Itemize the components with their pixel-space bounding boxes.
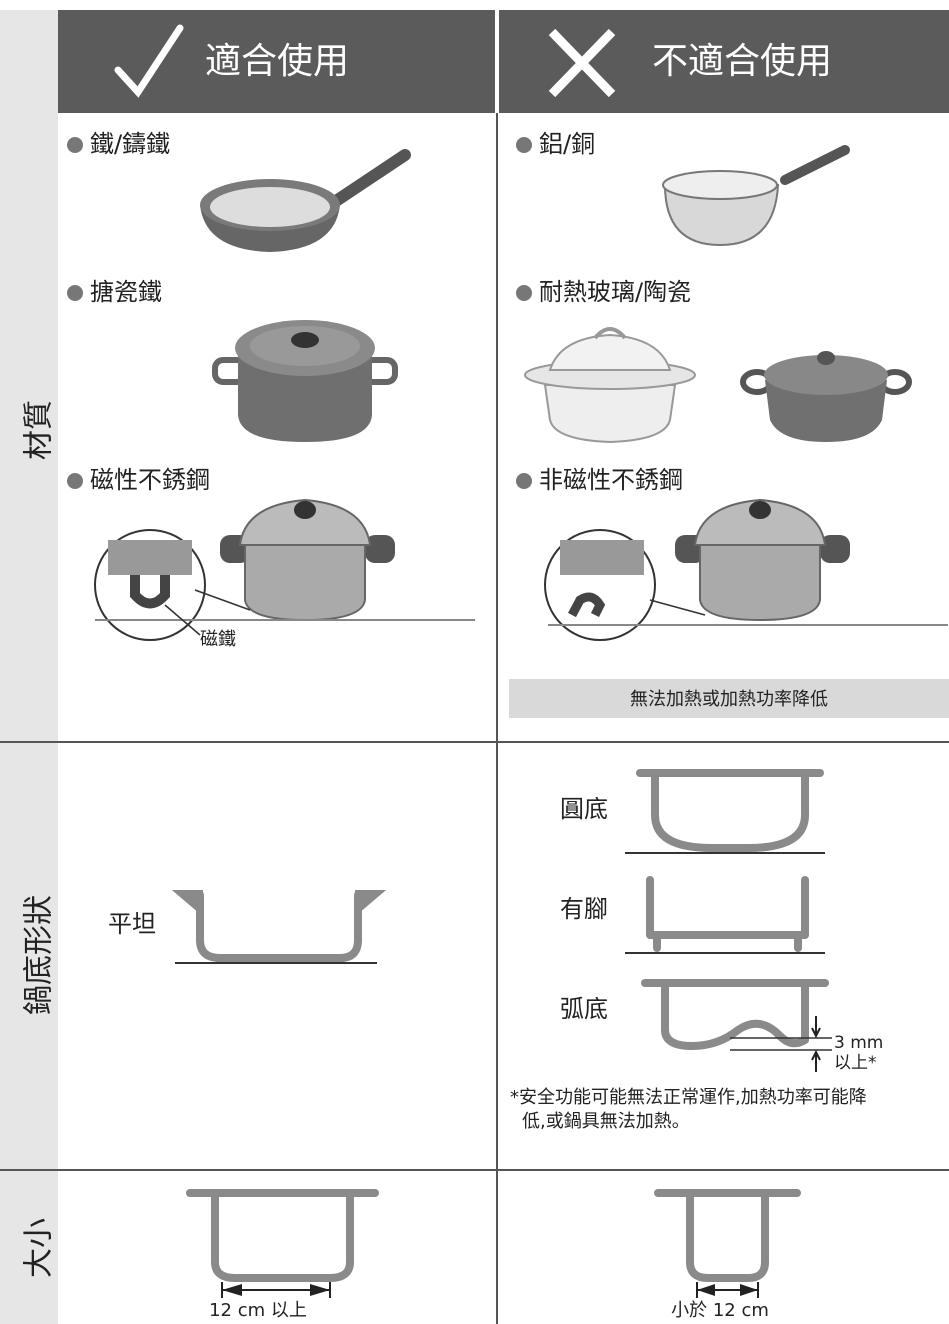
warped-pan: [641, 979, 832, 1072]
note-text: 無法加熱或加熱功率降低: [630, 689, 828, 710]
large-pan: [186, 1189, 379, 1298]
enamel-pot: [212, 320, 398, 442]
frying-pan: [200, 149, 411, 252]
header-bar: [58, 10, 949, 113]
nonmagnetic-pot: [544, 498, 948, 641]
item-label: 耐熱玻璃/陶瓷: [539, 278, 691, 306]
item-label: 非磁性不銹鋼: [539, 466, 683, 494]
header-suitable: 適合使用: [205, 41, 349, 82]
note-bar: [509, 679, 949, 718]
bullet: [67, 137, 83, 153]
header-unsuitable: 不適合使用: [652, 41, 832, 82]
size-label: 小於 12 cm: [671, 1300, 769, 1321]
item-label: 鋁/銅: [539, 130, 595, 158]
shape-label: 弧底: [560, 995, 608, 1023]
glass-pot: [524, 327, 696, 444]
round-bottom-pan: [625, 769, 825, 854]
magnetic-pot: [94, 498, 475, 641]
bullet: [67, 473, 83, 489]
bullet: [516, 285, 532, 301]
small-pan: [654, 1189, 801, 1298]
item-label: 鐵/鑄鐵: [90, 130, 170, 158]
bullet: [516, 473, 532, 489]
magnet-label: 磁鐵: [200, 629, 236, 650]
item-label: 磁性不銹鋼: [90, 466, 210, 494]
bullet: [67, 285, 83, 301]
gap-note: 以上*: [834, 1053, 877, 1073]
shape-label: 圓底: [560, 795, 608, 823]
check-icon: [114, 24, 184, 98]
row-label: 大小: [22, 1218, 57, 1278]
row-label-strip: [0, 10, 58, 1324]
gap-label: 3 mm: [834, 1033, 883, 1053]
header-gap: [495, 10, 499, 113]
shape-label: 平坦: [108, 910, 156, 938]
footnote: 低,或鍋具無法加熱。: [522, 1111, 690, 1132]
aluminium-pot: [662, 145, 850, 247]
footnote: *安全功能可能無法正常運作,加熱功率可能降: [510, 1087, 867, 1108]
size-label: 12 cm 以上: [209, 1300, 307, 1321]
row-label: 材質: [22, 400, 57, 460]
shape-label: 有腳: [560, 895, 608, 923]
flat-pan: [171, 890, 387, 964]
row-label: 鍋底形狀: [22, 895, 57, 1015]
item-label: 搪瓷鐵: [90, 278, 162, 306]
bullet: [516, 137, 532, 153]
ceramic-pot: [740, 351, 912, 442]
footed-pan: [625, 876, 825, 954]
cross-icon: [548, 28, 616, 98]
